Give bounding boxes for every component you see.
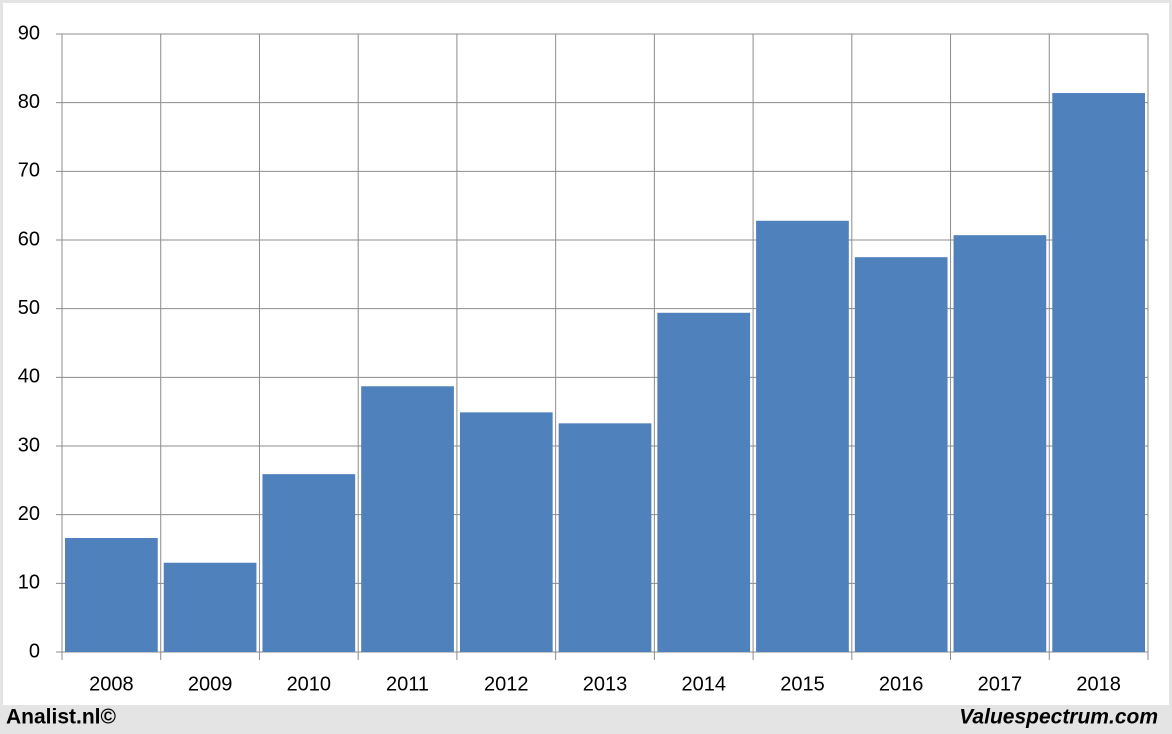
bar [1052,93,1145,652]
x-tick-label: 2008 [89,673,134,695]
y-tick-label: 50 [18,297,40,319]
x-tick-label: 2013 [583,673,628,695]
y-tick-label: 0 [29,640,40,662]
y-tick-label: 70 [18,160,40,182]
bar [65,538,158,652]
x-tick-label: 2012 [484,673,529,695]
y-tick-label: 40 [18,366,40,388]
y-tick-label: 90 [18,22,40,44]
x-tick-label: 2016 [879,673,924,695]
bar [459,412,553,652]
x-tick-label: 2009 [188,673,233,695]
bar [262,474,356,652]
x-tick-label: 2015 [780,673,825,695]
credit: Valuespectrum.com [959,706,1158,729]
y-tick-label: 60 [18,228,40,250]
bar [361,386,454,652]
x-tick-label: 2011 [386,673,429,695]
y-tick-label: 20 [18,503,40,525]
y-tick-label: 30 [18,434,40,456]
x-tick-label: 2017 [978,673,1023,695]
y-tick-label: 80 [18,91,40,113]
source: Analist.nl© [6,706,117,729]
bar [953,235,1047,652]
y-tick-label: 10 [18,572,40,594]
bar [558,423,652,652]
x-tick-label: 2018 [1076,673,1121,695]
bar [756,220,849,653]
x-tick-label: 2014 [681,673,726,695]
x-tick-label: 2010 [287,673,332,695]
bar [163,562,257,652]
bar [657,312,751,652]
bar [854,257,948,652]
